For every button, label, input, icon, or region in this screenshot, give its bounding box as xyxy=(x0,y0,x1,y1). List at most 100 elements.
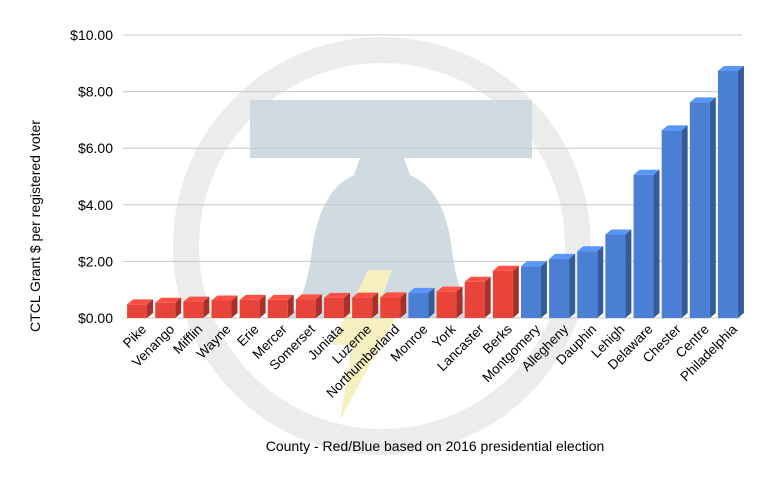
watermark-beam xyxy=(250,100,532,158)
bar-side xyxy=(456,286,463,318)
bar-side xyxy=(147,299,154,318)
bar-top xyxy=(183,296,210,302)
bar-top xyxy=(549,253,576,259)
bar-front xyxy=(155,302,176,318)
bar-delaware xyxy=(633,169,660,318)
bar-front xyxy=(549,258,570,318)
bar-front xyxy=(717,70,738,318)
bar-top xyxy=(127,299,154,305)
bar-top xyxy=(324,292,351,298)
bar-front xyxy=(352,297,373,318)
bar-northumberland xyxy=(380,292,407,318)
bar-front xyxy=(605,234,626,318)
bar-front xyxy=(577,251,598,318)
bar-top xyxy=(577,246,604,252)
bar-somerset xyxy=(295,294,322,318)
y-tick-label: $2.00 xyxy=(78,253,113,269)
bar-side xyxy=(484,276,491,318)
bar-allegheny xyxy=(549,253,576,318)
bar-front xyxy=(295,299,316,318)
bar-york xyxy=(436,286,463,318)
bar-top xyxy=(520,261,547,267)
bar-top xyxy=(717,65,744,71)
bar-top xyxy=(661,125,688,131)
bar-top xyxy=(267,294,294,300)
y-tick-label: $6.00 xyxy=(78,140,113,156)
bar-top xyxy=(352,292,379,298)
bar-top xyxy=(155,297,182,303)
bar-monroe xyxy=(408,287,435,318)
bars xyxy=(127,65,744,318)
bar-top xyxy=(295,294,322,300)
bar-side xyxy=(231,295,238,318)
bar-lehigh xyxy=(605,229,632,318)
watermark-bolt xyxy=(332,270,395,420)
bar-mifflin xyxy=(183,296,210,318)
bar-front xyxy=(408,292,429,318)
bar-side xyxy=(569,253,576,318)
bar-top xyxy=(492,265,519,271)
watermark-ring xyxy=(173,37,591,455)
bar-centre xyxy=(689,97,716,318)
bar-front xyxy=(436,291,457,318)
bar-side xyxy=(400,292,407,318)
bar-front xyxy=(183,301,204,318)
bar-erie xyxy=(239,294,266,318)
bar-philadelphia xyxy=(717,65,744,318)
bar-side xyxy=(428,287,435,318)
bar-top xyxy=(436,286,463,292)
bar-front xyxy=(267,299,288,318)
bar-top xyxy=(408,287,435,293)
y-axis-label: CTCL Grant $ per registered voter xyxy=(27,120,43,332)
bar-side xyxy=(709,97,716,318)
bar-side xyxy=(203,296,210,318)
bar-venango xyxy=(155,297,182,318)
bar-front xyxy=(127,304,148,318)
bar-side xyxy=(259,294,266,318)
bar-front xyxy=(464,281,485,318)
bar-side xyxy=(597,246,604,318)
bar-berks xyxy=(492,265,519,318)
bar-front xyxy=(380,297,401,318)
bar-top xyxy=(239,294,266,300)
bar-side xyxy=(540,261,547,318)
y-axis-ticks: $0.00 $2.00 $4.00 $6.00 $8.00 $10.00 xyxy=(70,27,113,326)
bar-top xyxy=(211,295,238,301)
bar-chester xyxy=(661,125,688,318)
bar-front xyxy=(661,130,682,318)
bar-front xyxy=(211,300,232,318)
bar-top xyxy=(380,292,407,298)
bar-front xyxy=(324,297,345,318)
bar-mercer xyxy=(267,294,294,318)
bar-front xyxy=(520,266,541,318)
bar-side xyxy=(315,294,322,318)
bar-side xyxy=(681,125,688,318)
bar-side xyxy=(287,294,294,318)
y-tick-label: $0.00 xyxy=(78,310,113,326)
bar-front xyxy=(633,174,654,318)
x-axis-label: County - Red/Blue based on 2016 presiden… xyxy=(266,438,605,454)
bar-side xyxy=(344,292,351,318)
bar-side xyxy=(372,292,379,318)
bar-lancaster xyxy=(464,276,491,318)
bar-montgomery xyxy=(520,261,547,318)
bar-luzerne xyxy=(352,292,379,318)
liberty-bell-watermark xyxy=(173,37,591,455)
bar-top xyxy=(605,229,632,235)
bar-side xyxy=(625,229,632,318)
bar-pike xyxy=(127,299,154,318)
y-tick-label: $10.00 xyxy=(70,27,113,43)
bar-front xyxy=(492,270,513,318)
bar-juniata xyxy=(324,292,351,318)
bar-dauphin xyxy=(577,246,604,318)
watermark-bell xyxy=(288,158,478,318)
y-tick-label: $8.00 xyxy=(78,84,113,100)
bar-side xyxy=(175,297,182,318)
bar-front xyxy=(239,299,260,318)
bar-front xyxy=(689,102,710,318)
y-tick-label: $4.00 xyxy=(78,197,113,213)
bar-side xyxy=(512,265,519,318)
bar-top xyxy=(464,276,491,282)
